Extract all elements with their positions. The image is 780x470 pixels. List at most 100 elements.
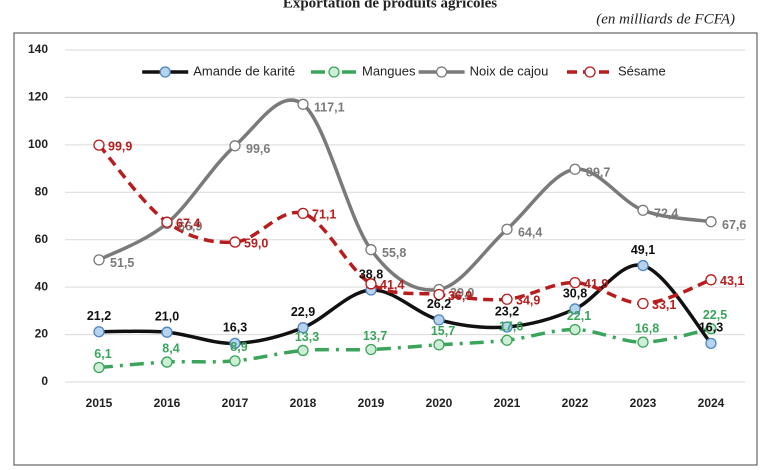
series-lines <box>97 98 713 370</box>
x-tick-label: 2020 <box>426 396 453 410</box>
value-label: 39,0 <box>450 286 474 300</box>
marker <box>569 163 581 175</box>
marker <box>365 244 377 256</box>
marker <box>365 278 377 290</box>
value-label: 26,2 <box>427 297 451 311</box>
x-tick-label: 2021 <box>494 396 521 410</box>
marker <box>229 355 241 367</box>
value-label: 41,9 <box>584 277 608 291</box>
legend-marker <box>435 66 448 78</box>
value-label: 13,7 <box>363 329 387 343</box>
x-tick-label: 2017 <box>222 396 249 410</box>
value-label: 59,0 <box>244 236 268 250</box>
marker <box>569 276 581 289</box>
y-tick-label: 40 <box>35 279 49 293</box>
marker <box>433 314 445 326</box>
marker <box>501 223 513 235</box>
value-label: 16,3 <box>223 321 247 335</box>
marker <box>637 204 649 216</box>
y-tick-label: 120 <box>28 90 48 104</box>
x-tick-label: 2016 <box>154 396 181 410</box>
marker <box>501 321 513 333</box>
value-label: 36,9 <box>448 289 472 303</box>
value-label: 34,9 <box>516 294 540 308</box>
marker <box>297 344 309 357</box>
marker <box>637 336 649 348</box>
marker <box>501 293 513 305</box>
legend-marker <box>159 66 171 78</box>
marker <box>705 322 717 335</box>
marker <box>637 259 649 272</box>
x-tick-label: 2023 <box>630 396 657 410</box>
marker <box>297 322 309 334</box>
legend-label: Amande de karité <box>193 63 295 78</box>
marker <box>161 216 173 228</box>
value-label: 41,4 <box>380 278 404 292</box>
y-tick-label: 60 <box>35 232 49 246</box>
marker <box>433 339 445 351</box>
value-label: 38,8 <box>359 267 383 281</box>
value-label: 22,9 <box>291 305 315 319</box>
value-label: 23,2 <box>495 304 519 318</box>
marker <box>93 326 105 338</box>
marker <box>297 98 309 110</box>
grid: 0 20 40 60 80 100 120 140 2015 2016 2017 2018 2019 20… <box>28 42 745 410</box>
marker <box>705 337 717 349</box>
value-label: 15,7 <box>431 324 455 338</box>
value-label: 89,7 <box>586 166 610 180</box>
value-label: 72,4 <box>654 207 678 221</box>
value-label: 33,1 <box>652 298 676 312</box>
legend-marker <box>328 66 340 78</box>
marker <box>161 356 173 368</box>
marker <box>705 274 717 286</box>
marker <box>569 303 581 315</box>
series-line <box>98 326 712 370</box>
x-tick-label: 2019 <box>358 396 385 410</box>
series-line <box>97 143 712 306</box>
marker <box>161 326 173 338</box>
value-label: 16,8 <box>635 321 659 335</box>
marker <box>297 207 309 220</box>
marker <box>501 334 513 346</box>
legend-label: Sésame <box>618 63 666 78</box>
value-label: 6,1 <box>94 347 111 361</box>
value-label: 8,9 <box>230 340 247 354</box>
series-line <box>98 98 712 292</box>
value-label: 64,4 <box>518 226 542 240</box>
value-label: 99,9 <box>108 139 132 153</box>
marker <box>365 343 377 356</box>
value-label: 13,3 <box>295 330 319 344</box>
value-label: 51,5 <box>110 256 134 270</box>
series-markers <box>93 98 717 374</box>
value-label: 8,4 <box>162 341 179 355</box>
value-label: 71,1 <box>312 208 336 222</box>
value-label: 66,9 <box>178 220 202 234</box>
value-label: 22,5 <box>703 308 727 322</box>
value-label: 67,4 <box>176 216 200 230</box>
legend-label: Mangues <box>362 63 416 78</box>
series-line <box>98 263 713 346</box>
value-label: 21,0 <box>155 309 179 323</box>
legend-label: Noix de cajou <box>470 63 549 78</box>
x-tick-label: 2022 <box>562 396 589 410</box>
legend: Amande de karité Mangues Noix de cajou Sésa… <box>142 63 666 78</box>
marker <box>433 288 445 301</box>
x-tick-label: 2024 <box>698 396 725 410</box>
marker <box>229 337 241 349</box>
chart-frame <box>13 32 758 466</box>
value-label: 67,6 <box>722 218 746 232</box>
chart-title: Exportation de produits agricoles <box>283 0 497 11</box>
y-tick-label: 20 <box>35 327 49 341</box>
value-label: 30,8 <box>563 286 587 300</box>
marker <box>705 216 717 228</box>
value-label: 17,6 <box>499 320 523 334</box>
marker <box>637 297 649 310</box>
marker <box>569 323 581 336</box>
value-label: 43,1 <box>720 274 744 288</box>
legend-marker <box>584 66 596 78</box>
y-tick-label: 100 <box>28 137 48 151</box>
marker <box>229 140 241 152</box>
value-label: 117,1 <box>314 101 345 115</box>
marker <box>229 236 241 248</box>
